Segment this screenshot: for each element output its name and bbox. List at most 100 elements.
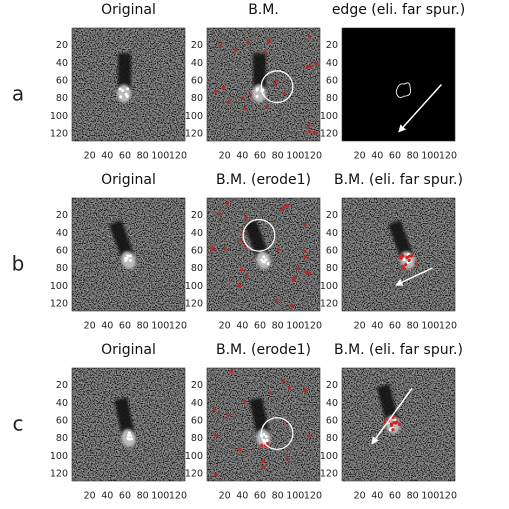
red-point — [214, 89, 218, 94]
bright-spot — [264, 435, 268, 439]
red-point — [389, 422, 394, 426]
target-blob — [121, 251, 136, 269]
bright-spot — [264, 258, 268, 262]
red-point — [280, 379, 285, 383]
shadow — [388, 220, 413, 259]
red-point — [309, 65, 313, 69]
x-tick-label: 100 — [286, 321, 304, 332]
red-point — [262, 459, 266, 464]
red-point — [400, 253, 405, 257]
y-tick-label: 60 — [326, 75, 338, 86]
y-tick-label: 40 — [191, 228, 203, 239]
red-point — [303, 222, 307, 227]
y-tick-label: 120 — [185, 128, 203, 139]
y-tick-label: 40 — [56, 398, 68, 409]
red-point — [274, 298, 279, 303]
panel: edge (eli. far spur.)2020404060608080100… — [320, 2, 465, 162]
shadow — [249, 397, 270, 436]
red-point — [243, 106, 247, 111]
panel-title: B.M. (eli. far spur.) — [334, 342, 463, 358]
x-tick-label: 120 — [304, 491, 322, 502]
red-point — [213, 472, 218, 477]
image — [342, 198, 455, 311]
y-tick-label: 60 — [326, 245, 338, 256]
red-point — [414, 262, 418, 266]
red-point — [399, 256, 403, 260]
bright-spot — [402, 258, 406, 262]
y-tick-label: 80 — [326, 93, 338, 104]
y-tick-label: 80 — [191, 93, 203, 104]
red-point — [234, 48, 238, 52]
x-tick-label: 80 — [137, 151, 149, 162]
x-tick-label: 60 — [389, 151, 401, 162]
panel-title: Original — [101, 172, 156, 188]
red-point — [272, 82, 277, 87]
y-tick-label: 120 — [50, 298, 68, 309]
red-point — [274, 78, 279, 83]
y-tick-label: 100 — [185, 111, 203, 122]
red-point — [268, 391, 273, 395]
frame — [206, 27, 321, 142]
x-tick-label: 60 — [389, 491, 401, 502]
panel-title: B.M. — [248, 2, 279, 18]
y-tick-label: 80 — [326, 263, 338, 274]
row: cOriginal2020404060608080100100120120B.M… — [13, 342, 463, 502]
bright-spot — [118, 87, 122, 91]
x-tick-label: 60 — [119, 321, 131, 332]
image — [342, 28, 455, 141]
bright-spot — [127, 431, 131, 435]
y-tick-label: 100 — [50, 281, 68, 292]
x-tick-label: 120 — [439, 321, 457, 332]
y-tick-label: 80 — [56, 263, 68, 274]
y-tick-label: 80 — [56, 433, 68, 444]
target — [114, 397, 136, 447]
red-point — [265, 441, 270, 446]
shadow — [109, 220, 134, 259]
x-tick-label: 20 — [84, 491, 96, 502]
red-point — [241, 96, 245, 101]
red-point — [307, 129, 312, 133]
y-tick-label: 60 — [56, 75, 68, 86]
y-tick-label: 40 — [56, 228, 68, 239]
red-point — [313, 130, 317, 135]
row: aOriginal2020404060608080100100120120B.M… — [12, 2, 465, 162]
x-tick-label: 40 — [371, 491, 383, 502]
y-tick-label: 40 — [56, 58, 68, 69]
y-tick-label: 40 — [326, 228, 338, 239]
red-point — [391, 428, 395, 432]
bright-spot — [129, 258, 133, 262]
red-point — [264, 105, 269, 109]
x-tick-label: 120 — [439, 151, 457, 162]
x-tick-label: 40 — [371, 151, 383, 162]
x-tick-label: 60 — [254, 151, 266, 162]
red-point — [292, 276, 297, 281]
y-tick-label: 20 — [326, 40, 338, 51]
red-point — [238, 238, 243, 242]
red-point — [282, 204, 287, 208]
x-tick-label: 60 — [119, 151, 131, 162]
x-tick-label: 80 — [137, 321, 149, 332]
x-tick-label: 80 — [407, 321, 419, 332]
panel-title: Original — [101, 2, 156, 18]
y-tick-label: 40 — [191, 58, 203, 69]
frame — [71, 197, 186, 312]
red-point — [405, 255, 409, 260]
x-tick-label: 120 — [304, 321, 322, 332]
target — [376, 384, 402, 434]
red-point — [304, 270, 309, 274]
x-tick-label: 100 — [151, 491, 169, 502]
y-tick-label: 20 — [326, 380, 338, 391]
x-tick-label: 20 — [354, 151, 366, 162]
red-point — [239, 267, 244, 272]
x-tick-label: 100 — [286, 151, 304, 162]
panel: B.M. (eli. far spur.)2020404060608080100… — [320, 172, 463, 332]
bright-spot — [255, 88, 259, 92]
red-point — [226, 413, 230, 417]
bright-spot — [126, 254, 130, 258]
x-tick-label: 20 — [354, 491, 366, 502]
frame — [71, 367, 186, 482]
red-point — [401, 264, 405, 269]
panel: B.M. (erode1)202040406060808010010012012… — [185, 342, 322, 502]
